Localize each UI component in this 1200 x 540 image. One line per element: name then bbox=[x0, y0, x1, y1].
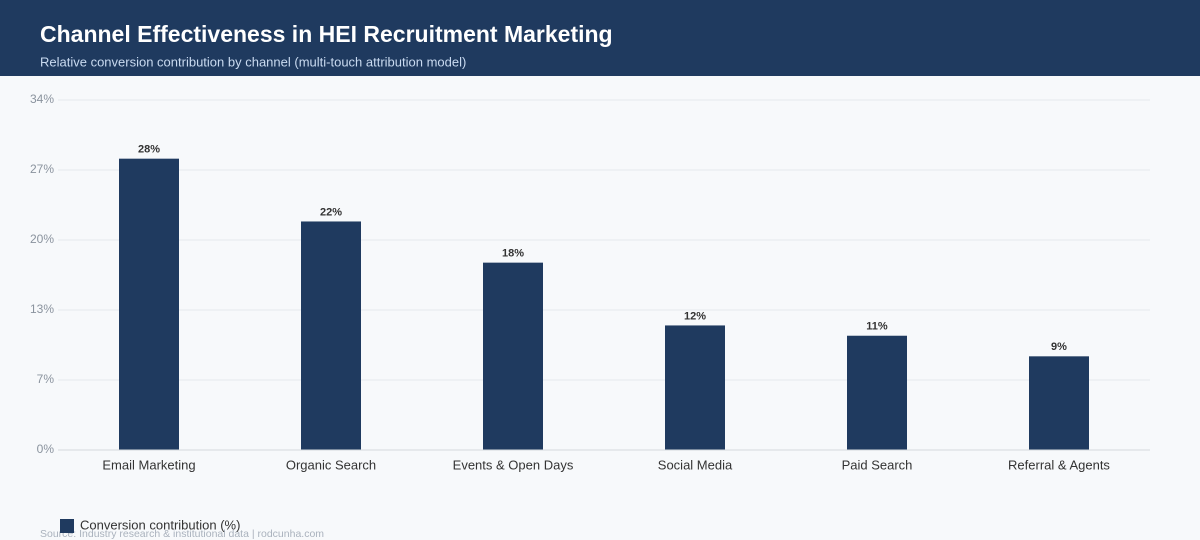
y-tick-label: 7% bbox=[37, 372, 55, 386]
x-tick-label: Paid Search bbox=[842, 457, 913, 472]
data-label: 22% bbox=[320, 206, 342, 218]
data-label: 28% bbox=[138, 144, 160, 156]
bar bbox=[119, 158, 179, 451]
x-tick-label: Organic Search bbox=[286, 457, 376, 472]
data-label: 11% bbox=[866, 321, 888, 333]
y-tick-label: 13% bbox=[30, 302, 54, 316]
y-tick-label: 27% bbox=[30, 162, 54, 176]
x-tick-label: Referral & Agents bbox=[1008, 457, 1110, 472]
source-note: Source: Industry research & institutiona… bbox=[40, 528, 324, 540]
bar bbox=[665, 325, 725, 450]
header bbox=[0, 0, 1200, 76]
bar bbox=[1029, 356, 1089, 450]
x-tick-label: Social Media bbox=[658, 457, 733, 472]
legend-label: Conversion contribution (%) bbox=[80, 517, 240, 532]
bar bbox=[483, 262, 543, 450]
y-tick-label: 0% bbox=[37, 442, 55, 456]
bar bbox=[301, 221, 361, 450]
x-tick-label: Events & Open Days bbox=[453, 457, 574, 472]
data-label: 12% bbox=[684, 310, 706, 322]
data-label: 9% bbox=[1051, 341, 1067, 353]
bar bbox=[847, 335, 907, 450]
chart-title: Channel Effectiveness in HEI Recruitment… bbox=[40, 21, 613, 47]
y-tick-label: 20% bbox=[30, 232, 54, 246]
y-tick-label: 34% bbox=[30, 92, 54, 106]
x-tick-label: Email Marketing bbox=[102, 457, 195, 472]
legend-swatch bbox=[60, 519, 74, 533]
data-label: 18% bbox=[502, 248, 524, 260]
chart-subtitle: Relative conversion contribution by chan… bbox=[40, 54, 466, 69]
